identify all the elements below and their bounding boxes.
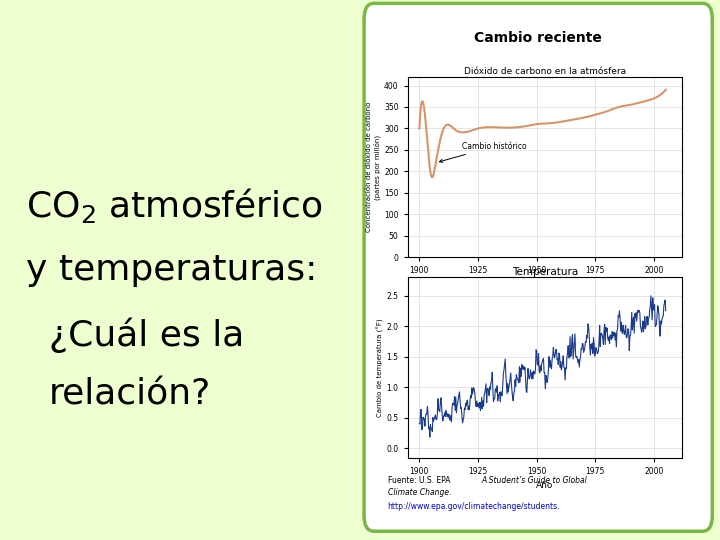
Y-axis label: Cambio de temperatura (°F): Cambio de temperatura (°F) <box>377 318 384 417</box>
Text: Cambio reciente: Cambio reciente <box>474 31 602 45</box>
Text: relación?: relación? <box>49 377 211 411</box>
Text: ¿Cuál es la: ¿Cuál es la <box>49 317 244 353</box>
Text: Cambio histórico: Cambio histórico <box>439 142 526 163</box>
Text: A Student’s Guide to Global: A Student’s Guide to Global <box>481 476 587 484</box>
Y-axis label: Concentración de dióxido de carbono
(partes por millón): Concentración de dióxido de carbono (par… <box>366 102 381 232</box>
Text: y temperaturas:: y temperaturas: <box>26 253 318 287</box>
Text: Climate Change.: Climate Change. <box>387 488 451 497</box>
Text: CO$_2$ atmosférico: CO$_2$ atmosférico <box>26 186 323 225</box>
FancyBboxPatch shape <box>364 3 712 531</box>
Text: Fuente: U.S. EPA: Fuente: U.S. EPA <box>387 476 455 484</box>
X-axis label: Año: Año <box>536 281 554 290</box>
Title: Temperatura: Temperatura <box>512 267 578 276</box>
Title: Dióxido de carbono en la atmósfera: Dióxido de carbono en la atmósfera <box>464 67 626 76</box>
Text: http://www.epa.gov/climatechange/students.: http://www.epa.gov/climatechange/student… <box>387 502 560 511</box>
X-axis label: Año: Año <box>536 481 554 490</box>
